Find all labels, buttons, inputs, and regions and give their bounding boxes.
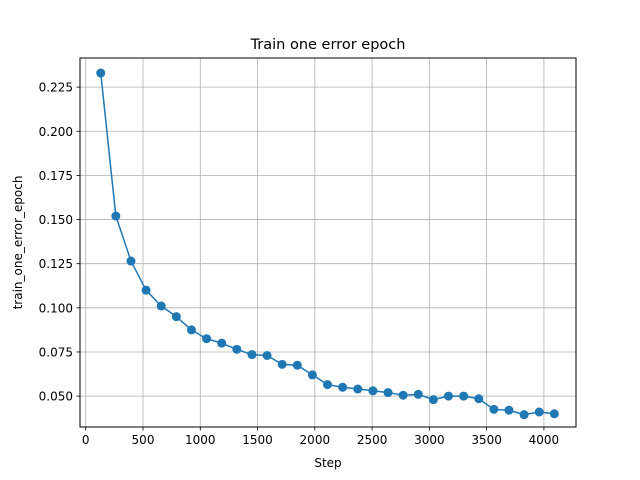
- data-point: [111, 211, 121, 221]
- x-tick-label: 3500: [471, 433, 502, 447]
- data-point: [428, 395, 438, 405]
- data-point: [292, 360, 302, 370]
- plot-frame: [79, 57, 577, 428]
- data-point: [96, 68, 106, 78]
- x-tick-label: 0: [82, 433, 90, 447]
- y-tick-label: 0.175: [39, 169, 73, 183]
- data-point: [247, 350, 257, 360]
- data-point: [323, 380, 333, 390]
- y-tick-label: 0.125: [39, 257, 73, 271]
- data-point: [459, 391, 469, 401]
- data-point: [171, 312, 181, 322]
- x-tick-label: 1500: [242, 433, 273, 447]
- data-point: [383, 388, 393, 398]
- data-point: [126, 256, 136, 266]
- x-tick-label: 4000: [529, 433, 560, 447]
- data-point: [368, 386, 378, 396]
- x-tick-label: 2500: [357, 433, 388, 447]
- data-point: [534, 407, 544, 417]
- data-point: [398, 390, 408, 400]
- data-point: [232, 344, 242, 354]
- data-point: [338, 382, 348, 392]
- y-tick-label: 0.100: [39, 301, 73, 315]
- series-layer: [96, 68, 559, 420]
- x-tick-label: 500: [132, 433, 155, 447]
- y-tick-label: 0.075: [39, 345, 73, 359]
- x-tick-label: 2000: [300, 433, 331, 447]
- ticks: 0 500 1000 1500 2000 2500 3000 3500 4000 0.050 0.0…: [39, 81, 560, 447]
- data-point: [307, 370, 317, 380]
- data-point: [141, 285, 151, 295]
- data-point: [202, 334, 212, 344]
- x-tick-label: 3000: [414, 433, 445, 447]
- data-point: [474, 394, 484, 404]
- data-point: [277, 359, 287, 369]
- data-point: [413, 389, 423, 399]
- data-point: [262, 350, 272, 360]
- y-axis-label: train_one_error_epoch: [11, 176, 25, 310]
- data-point: [444, 391, 454, 401]
- grid: [80, 58, 576, 427]
- x-tick-label: 1000: [185, 433, 216, 447]
- y-tick-label: 0.200: [39, 125, 73, 139]
- x-axis-label: Step: [314, 456, 341, 470]
- y-tick-label: 0.225: [39, 81, 73, 95]
- data-point: [186, 325, 196, 335]
- data-point: [217, 338, 227, 348]
- y-tick-label: 0.150: [39, 213, 73, 227]
- data-point: [549, 409, 559, 419]
- y-tick-label: 0.050: [39, 390, 73, 404]
- chart-title: Train one error epoch: [250, 37, 406, 53]
- data-point: [489, 404, 499, 414]
- data-point: [504, 405, 514, 415]
- data-point: [519, 410, 529, 420]
- data-point: [156, 301, 166, 311]
- data-point: [353, 384, 363, 394]
